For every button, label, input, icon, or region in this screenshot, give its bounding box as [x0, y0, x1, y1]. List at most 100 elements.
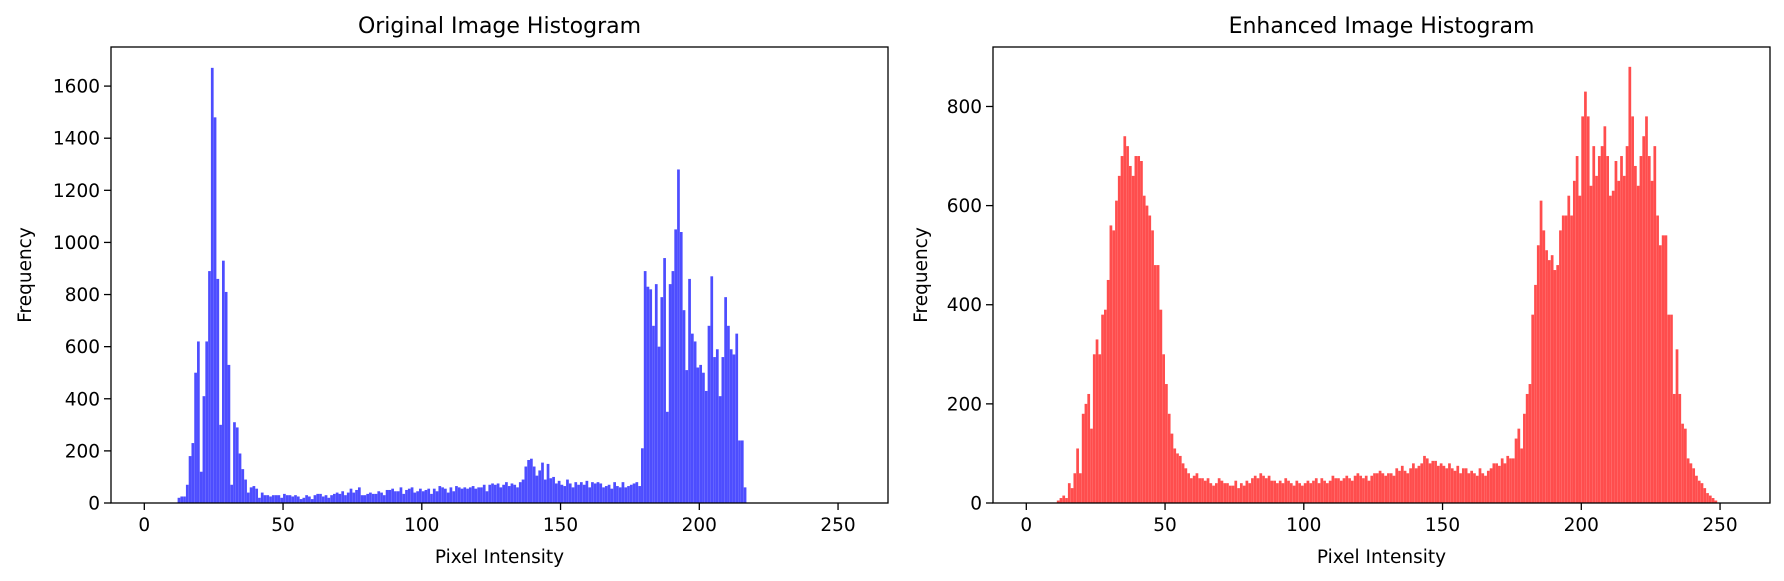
original-bar: [305, 495, 308, 503]
original-bar: [355, 489, 358, 503]
original-bar: [541, 462, 544, 503]
original-chart-title: Original Image Histogram: [358, 14, 641, 39]
enhanced-bar: [1423, 455, 1426, 503]
enhanced-bar: [1412, 463, 1415, 503]
original-bar: [685, 370, 689, 503]
enhanced-bar: [1151, 230, 1154, 503]
original-bar: [416, 491, 419, 503]
original-bar: [371, 493, 375, 503]
original-bar: [671, 271, 675, 503]
enhanced-bar: [1642, 136, 1646, 503]
original-bar: [366, 493, 370, 503]
enhanced-y-axis-label: Frequency: [911, 227, 932, 323]
original-y-axis-label: Frequency: [15, 227, 36, 323]
enhanced-bar: [1142, 195, 1146, 503]
enhanced-bar: [1134, 156, 1138, 504]
original-bar: [629, 484, 633, 503]
original-bar: [563, 486, 567, 503]
original-bar: [185, 484, 189, 503]
enhanced-bar: [1162, 354, 1165, 503]
original-bar: [285, 495, 289, 503]
original-bar: [202, 396, 206, 503]
original-bar: [360, 495, 364, 503]
enhanced-bar: [1503, 463, 1507, 503]
enhanced-bar: [1706, 493, 1709, 503]
enhanced-bar: [1647, 156, 1651, 504]
enhanced-bar: [1384, 475, 1387, 503]
original-bar: [427, 488, 431, 503]
enhanced-bar: [1481, 473, 1485, 503]
enhanced-bar: [1181, 463, 1185, 503]
enhanced-bar: [1442, 465, 1446, 503]
enhanced-bar: [1228, 485, 1232, 503]
original-bar: [455, 486, 458, 503]
enhanced-bar: [1126, 146, 1129, 503]
enhanced-bar: [1148, 215, 1152, 503]
original-bar: [713, 357, 716, 503]
enhanced-bar: [1364, 475, 1368, 503]
enhanced-bar: [1087, 393, 1091, 503]
enhanced-bar: [1101, 314, 1104, 503]
enhanced-bar: [1500, 458, 1504, 503]
enhanced-bar: [1525, 393, 1529, 503]
original-bar: [499, 487, 503, 503]
enhanced-bar: [1536, 245, 1540, 503]
enhanced-x-tick-label: 150: [1425, 515, 1460, 536]
enhanced-bar: [1695, 475, 1698, 503]
original-bar: [557, 480, 561, 503]
original-bar: [233, 422, 236, 503]
enhanced-bar: [1281, 483, 1285, 503]
enhanced-bar: [1270, 480, 1274, 503]
original-bar: [452, 491, 456, 503]
enhanced-bar: [1686, 458, 1690, 503]
enhanced-bar: [1597, 156, 1601, 504]
original-bar: [571, 487, 575, 503]
enhanced-bar: [1381, 473, 1385, 503]
original-plot-frame: [110, 46, 889, 504]
original-bar: [577, 484, 580, 503]
enhanced-bar: [1667, 314, 1671, 503]
original-bar: [477, 487, 481, 503]
enhanced-histogram-chart: 0 50 100 150 200 250 0 200 400 600 800 Enhanced I…: [911, 14, 1771, 568]
enhanced-bar: [1556, 265, 1560, 503]
enhanced-bar: [1137, 156, 1141, 504]
original-bar: [191, 443, 195, 503]
original-bar: [321, 496, 325, 503]
original-bar: [335, 492, 339, 503]
enhanced-bar: [1076, 448, 1079, 503]
original-bar: [357, 487, 361, 503]
original-bar: [643, 271, 647, 503]
original-bar: [319, 493, 322, 503]
original-bar: [222, 260, 225, 503]
original-bar: [535, 475, 539, 503]
enhanced-bar: [1545, 250, 1548, 503]
enhanced-bar: [1456, 465, 1460, 503]
original-bar: [704, 390, 708, 503]
original-bar: [413, 492, 417, 503]
enhanced-bar: [1564, 215, 1568, 503]
enhanced-bar: [1267, 475, 1271, 503]
enhanced-y-tick-label: 200: [947, 394, 982, 415]
original-bar: [482, 484, 486, 503]
enhanced-bar: [1320, 478, 1324, 503]
original-bar: [524, 466, 528, 503]
original-bar: [274, 495, 278, 503]
original-bar: [505, 482, 508, 503]
enhanced-bar: [1681, 423, 1684, 503]
original-bar: [313, 495, 317, 503]
enhanced-bar: [1589, 185, 1593, 503]
enhanced-bar: [1303, 483, 1307, 503]
enhanced-bar: [1239, 483, 1243, 503]
enhanced-bar: [1359, 475, 1363, 503]
original-bar: [213, 117, 217, 503]
enhanced-bar: [1661, 235, 1665, 503]
enhanced-bar: [1215, 483, 1218, 503]
original-y-tick-label: 1200: [53, 181, 100, 202]
enhanced-bar: [1581, 116, 1585, 503]
original-bar: [735, 333, 739, 503]
original-bar: [638, 486, 641, 503]
original-bar: [718, 396, 722, 503]
original-x-tick-label: 250: [820, 515, 855, 536]
enhanced-bar: [1489, 468, 1493, 503]
original-y-tick-label: 600: [65, 337, 100, 358]
